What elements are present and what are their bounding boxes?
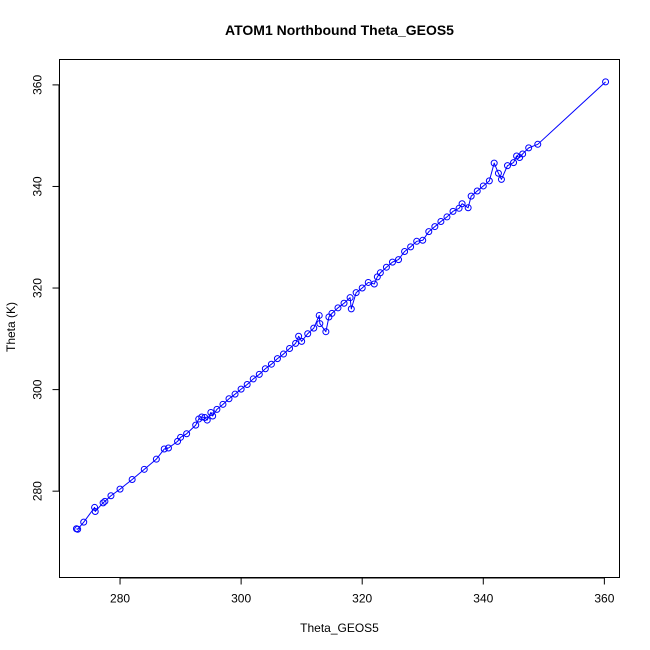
data-point: [295, 332, 303, 340]
data-point: [273, 355, 281, 363]
data-point: [225, 395, 233, 403]
data-point: [140, 465, 148, 473]
data-point: [497, 175, 505, 183]
data-point: [310, 324, 318, 332]
data-point: [401, 247, 409, 255]
data-point: [203, 416, 211, 424]
data-point: [164, 444, 172, 452]
x-tick-label: 320: [352, 592, 372, 606]
y-tick-label: 300: [31, 379, 45, 399]
data-point: [177, 433, 185, 441]
data-point: [116, 485, 124, 493]
data-point: [525, 144, 533, 152]
data-point: [237, 385, 245, 393]
x-tick-label: 360: [594, 592, 614, 606]
data-point: [382, 263, 390, 271]
y-tick-label: 320: [31, 278, 45, 298]
data-point: [107, 492, 115, 500]
data-point: [322, 328, 330, 336]
data-point: [231, 390, 239, 398]
data-point: [213, 405, 221, 413]
data-point: [243, 381, 251, 389]
data-point: [209, 412, 217, 420]
data-point: [494, 169, 502, 177]
y-tick-label: 280: [31, 481, 45, 501]
data-point: [183, 430, 191, 438]
data-point: [534, 140, 542, 148]
y-tick-label: 340: [31, 176, 45, 196]
data-point: [449, 207, 457, 215]
data-point: [255, 370, 263, 378]
y-tick-label: 360: [31, 75, 45, 95]
data-point: [473, 187, 481, 195]
data-point: [388, 258, 396, 266]
data-point: [376, 269, 384, 277]
data-point: [340, 299, 348, 307]
x-axis: 280 300 320 340 360: [110, 577, 615, 606]
data-point: [298, 337, 306, 345]
data-point: [286, 344, 294, 352]
x-tick-label: 280: [110, 592, 130, 606]
data-point: [334, 304, 342, 312]
series-points: [72, 78, 610, 533]
data-point: [464, 204, 472, 212]
data-point: [479, 182, 487, 190]
data-point: [198, 413, 206, 421]
data-point: [160, 445, 168, 453]
data-point: [425, 228, 433, 236]
data-point: [407, 243, 415, 251]
data-point: [91, 503, 99, 511]
data-point: [490, 159, 498, 167]
data-point: [249, 375, 257, 383]
data-point: [328, 309, 336, 317]
data-point: [346, 294, 354, 302]
data-point: [152, 455, 160, 463]
data-point: [602, 78, 610, 86]
data-point: [504, 162, 511, 170]
data-point: [315, 311, 323, 319]
data-point: [192, 421, 200, 429]
data-point: [358, 284, 366, 292]
data-point: [261, 365, 269, 373]
y-axis-label: Theta (K): [4, 302, 18, 352]
data-point: [443, 213, 451, 221]
data-point: [419, 236, 427, 244]
data-point: [267, 360, 275, 368]
data-point: [437, 218, 445, 226]
data-point: [519, 150, 527, 158]
data-point: [99, 499, 107, 507]
data-point: [458, 200, 466, 208]
data-point: [370, 280, 378, 288]
data-point: [219, 400, 227, 408]
x-axis-label: Theta_GEOS5: [300, 621, 379, 635]
chart-title: ATOM1 Northbound Theta_GEOS5: [225, 22, 454, 38]
data-point: [304, 330, 312, 338]
x-tick-label: 300: [231, 592, 251, 606]
data-point: [292, 339, 300, 347]
x-tick-label: 340: [473, 592, 493, 606]
data-point: [91, 507, 99, 515]
data-point: [510, 159, 518, 167]
data-point: [207, 408, 215, 416]
data-point: [467, 192, 475, 200]
data-point: [280, 350, 287, 358]
y-axis: 280 300 320 340 360: [31, 75, 60, 501]
data-point: [485, 177, 493, 185]
data-point: [431, 223, 439, 231]
data-point: [316, 320, 324, 328]
plot-frame: [59, 59, 620, 578]
data-point: [128, 475, 136, 483]
data-point: [352, 289, 360, 297]
data-point: [395, 256, 403, 264]
data-point: [101, 497, 109, 505]
data-point: [80, 518, 88, 526]
data-point: [347, 305, 355, 313]
data-point: [74, 525, 82, 533]
